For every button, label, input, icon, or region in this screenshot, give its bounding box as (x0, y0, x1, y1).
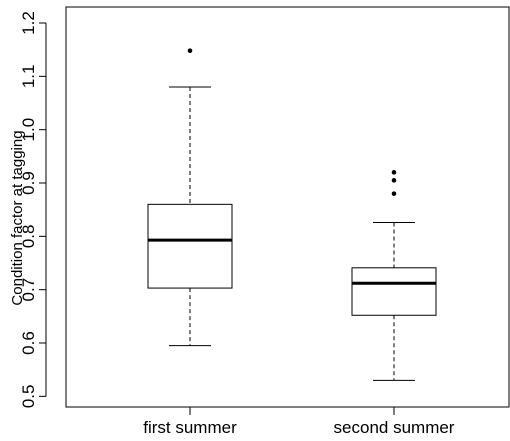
y-tick-label: 1.2 (19, 11, 38, 35)
plot-frame (65, 6, 510, 408)
outlier-point (187, 48, 193, 54)
x-tick-label: second summer (334, 418, 455, 437)
x-tick-label: first summer (143, 418, 237, 437)
outlier-point (391, 178, 397, 183)
y-tick-label: 0.5 (19, 385, 38, 409)
outlier-point (391, 191, 397, 196)
y-tick-label: 0.7 (19, 278, 38, 302)
y-axis-title: Condition factor at tagging (9, 130, 26, 305)
y-tick-label: 1.1 (19, 65, 38, 89)
outlier-point (391, 170, 397, 175)
iqr-box (351, 267, 437, 316)
y-tick-label: 0.6 (19, 331, 38, 355)
iqr-box (147, 203, 233, 289)
y-tick-label: 0.8 (19, 225, 38, 249)
y-tick-label: 0.9 (19, 171, 38, 195)
y-tick-label: 1.0 (19, 118, 38, 142)
